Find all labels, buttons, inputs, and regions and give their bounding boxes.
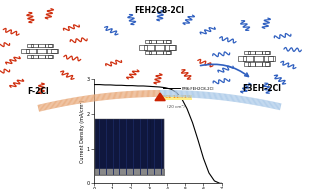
Bar	[253, 56, 263, 61]
Polygon shape	[155, 93, 165, 101]
Bar	[145, 51, 151, 54]
Bar	[26, 49, 37, 53]
Bar	[149, 51, 156, 54]
Bar	[163, 40, 170, 43]
Bar	[238, 56, 246, 61]
Bar	[255, 62, 262, 66]
Bar	[244, 51, 249, 54]
Bar	[262, 62, 269, 66]
Text: (20 cm²): (20 cm²)	[167, 105, 185, 109]
Text: F3EH-2Cl: F3EH-2Cl	[242, 84, 281, 93]
Bar	[166, 40, 171, 43]
Bar	[38, 44, 45, 47]
Bar	[27, 44, 33, 47]
Bar	[263, 56, 273, 61]
Bar	[163, 51, 170, 54]
Bar	[255, 51, 262, 54]
Bar	[51, 49, 58, 53]
Bar	[154, 45, 165, 50]
Bar	[139, 45, 147, 50]
Bar	[21, 49, 29, 53]
Bar	[48, 55, 53, 58]
Bar	[156, 51, 163, 54]
Bar	[156, 40, 163, 43]
Bar	[169, 45, 176, 50]
Text: FEH2C8-2Cl: FEH2C8-2Cl	[135, 6, 184, 15]
Bar	[45, 44, 52, 47]
Bar	[46, 49, 56, 53]
Bar	[265, 62, 270, 66]
Bar	[248, 62, 255, 66]
Bar	[45, 55, 52, 58]
Bar	[48, 44, 53, 47]
Text: PM6:FEH2C8-2Cl: PM6:FEH2C8-2Cl	[182, 87, 214, 91]
Bar	[145, 40, 151, 43]
Bar	[145, 45, 155, 50]
Bar	[164, 45, 174, 50]
Bar	[265, 51, 270, 54]
Bar	[31, 55, 38, 58]
Bar	[149, 40, 156, 43]
Bar	[268, 56, 275, 61]
Bar	[31, 44, 38, 47]
Bar	[248, 51, 255, 54]
Bar	[166, 51, 171, 54]
Y-axis label: Current Density (mA/cm²): Current Density (mA/cm²)	[80, 100, 85, 163]
Text: PCE 11.71%: PCE 11.71%	[161, 95, 191, 99]
Bar	[27, 55, 33, 58]
Text: F-2Cl: F-2Cl	[27, 88, 49, 97]
Bar	[38, 55, 45, 58]
Bar	[36, 49, 47, 53]
Bar	[243, 56, 254, 61]
Bar	[244, 62, 249, 66]
Bar	[262, 51, 269, 54]
